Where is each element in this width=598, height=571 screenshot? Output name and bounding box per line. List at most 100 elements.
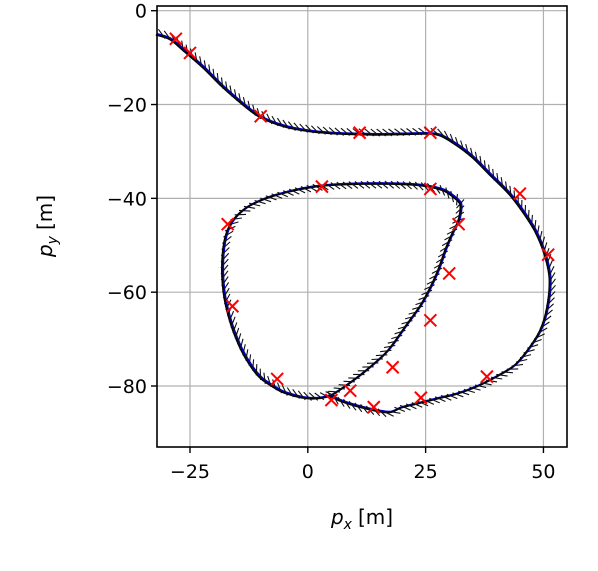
heading-arrow [221,241,231,250]
heading-arrow [252,359,255,371]
heading-arrows [157,28,556,418]
heading-arrow [452,392,464,398]
heading-arrow [424,284,435,290]
heading-arrow [548,265,555,277]
heading-arrow [454,211,465,220]
heading-arrow [265,195,277,201]
heading-arrow [220,270,229,281]
heading-arrow [408,310,420,315]
x-marker [169,32,183,46]
x-tick-label: 50 [531,461,555,483]
heading-arrow [455,205,465,214]
x-marker [352,125,367,140]
heading-arrow [221,276,229,287]
heading-arrow [220,264,229,275]
heading-arrow [456,193,458,206]
heading-arrow [396,180,407,190]
heading-arrow [530,338,542,345]
heading-arrow [378,180,389,189]
heading-arrow [212,68,216,81]
heading-arrow [220,258,229,269]
heading-arrow [238,209,251,212]
heading-arrow [354,402,363,413]
axis-ticks: −25 0 25 50 0 −20 −40 −60 −80 [107,1,556,483]
heading-arrow [463,388,475,394]
heading-arrow [224,225,236,232]
heading-arrow [266,113,273,125]
x-marker [513,186,527,201]
heading-arrow [333,387,346,390]
heading-arrow [446,393,458,400]
heading-arrow [324,182,335,190]
heading-arrow [454,137,460,149]
heading-arrow [474,384,487,389]
heading-arrow [548,278,556,289]
heading-arrow [534,333,545,340]
heading-arrow [343,380,355,383]
heading-arrow [538,230,543,243]
heading-arrow [541,236,546,248]
heading-arrow [539,321,550,329]
heading-arrow [383,344,396,349]
heading-arrow [389,410,401,414]
heading-arrow [220,247,230,256]
heading-arrow [263,372,266,385]
y-tick-label: 0 [135,1,147,23]
heading-arrow [394,128,405,137]
heading-arrow [354,181,365,189]
heading-arrow [282,190,294,196]
heading-arrow [286,387,294,398]
y-axis-label: py[m] [33,195,61,258]
heading-arrow [300,186,312,193]
heading-arrow [429,397,440,404]
heading-arrow [352,128,362,137]
heading-arrow [343,398,351,409]
heading-arrow [543,309,553,318]
heading-arrow [358,128,368,137]
heading-arrow [536,225,540,237]
heading-arrow [243,205,256,209]
heading-arrow [383,410,394,417]
heading-arrow [330,182,341,190]
heading-arrow [445,187,450,199]
heading-arrow [411,402,423,408]
heading-arrow [260,197,272,203]
heading-arrow [446,228,458,235]
heading-arrow [501,371,514,374]
heading-arrow [400,128,411,136]
heading-arrow [208,64,211,76]
heading-arrow [229,85,233,97]
x-marker [385,360,400,374]
heading-arrow [340,127,350,136]
heading-arrow [364,128,374,137]
heading-arrow [408,181,418,190]
heading-arrow [511,363,524,367]
heading-arrow [294,187,306,194]
heading-arrow [308,392,319,401]
heading-arrow [388,128,399,137]
heading-arrow [271,193,283,199]
heading-arrow [371,358,383,361]
heading-arrow [332,394,339,405]
x-marker [367,400,381,414]
trajectory-paths [155,33,552,414]
heading-arrow [418,127,429,136]
heading-arrow [288,188,300,195]
heading-arrow [370,128,380,137]
heading-arrow [366,180,377,189]
heading-arrow [297,390,306,401]
heading-arrow [405,403,417,410]
x-marker [414,391,428,405]
heading-arrow [406,128,417,136]
heading-arrow [435,256,447,264]
heading-arrow [515,358,528,363]
heading-arrow [360,180,371,189]
heading-arrow [242,96,247,109]
heading-arrow [384,180,395,189]
heading-arrow [391,334,403,340]
heading-arrow [401,320,413,325]
heading-arrow [534,220,537,232]
heading-arrow [254,199,266,205]
heading-arrow [305,124,314,134]
